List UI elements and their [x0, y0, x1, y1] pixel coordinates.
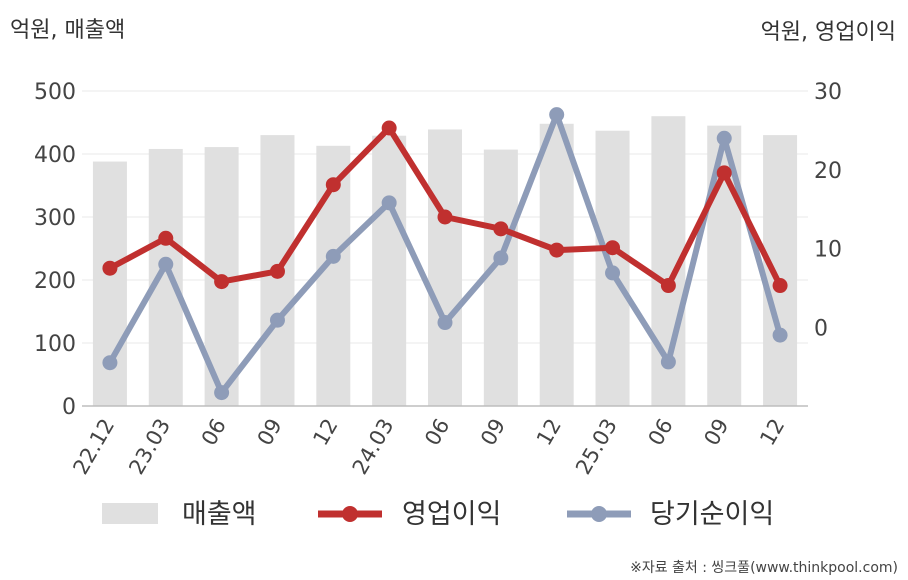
line-series	[102, 107, 788, 401]
operating-profit-point	[325, 177, 341, 193]
operating-profit-point	[214, 274, 230, 290]
operating-profit-point	[549, 242, 565, 258]
net-income-point	[381, 195, 397, 211]
legend-marker-net-income	[591, 506, 607, 522]
net-income-point	[716, 130, 732, 146]
legend-marker-operating-profit	[342, 506, 358, 522]
x-tick-label: 09	[699, 415, 733, 450]
revenue-bar	[428, 129, 462, 406]
x-tick-label: 12	[308, 415, 342, 450]
right-tick-label: 0	[814, 316, 828, 341]
revenue-bar	[539, 123, 574, 406]
revenue-bar	[763, 135, 798, 406]
left-axis-unit: 억원, 매출액	[10, 18, 125, 43]
right-tick-label: 10	[814, 238, 842, 263]
operating-profit-point	[493, 221, 509, 237]
x-tick-label: 24.03	[348, 415, 399, 479]
net-income-point	[325, 248, 341, 264]
operating-profit-point	[269, 263, 285, 279]
legend-label-revenue: 매출액	[182, 499, 257, 530]
left-tick-label: 300	[34, 206, 76, 231]
x-tick-label: 23.03	[124, 415, 175, 479]
operating-profit-point	[660, 278, 676, 294]
right-tick-label: 30	[814, 80, 842, 105]
left-tick-label: 100	[34, 332, 76, 357]
net-income-point	[772, 327, 788, 343]
operating-profit-point	[605, 240, 621, 256]
net-income-point	[493, 250, 509, 266]
left-tick-label: 200	[34, 269, 76, 294]
net-income-point	[549, 107, 565, 123]
net-income-point	[214, 385, 230, 401]
net-income-point	[437, 315, 453, 331]
legend-label-net-income: 당기순이익	[650, 499, 774, 530]
right-tick-label: 20	[814, 159, 842, 184]
legend: 매출액 영업이익 당기순이익	[102, 499, 774, 530]
operating-profit-point	[772, 278, 788, 294]
left-tick-label: 400	[34, 143, 76, 168]
net-income-point	[102, 355, 118, 371]
x-tick-label: 06	[197, 415, 231, 450]
net-income-point	[660, 354, 676, 370]
operating-profit-point	[158, 230, 174, 246]
x-tick-label: 12	[532, 415, 566, 450]
net-income-point	[605, 265, 621, 281]
operating-profit-point	[381, 120, 397, 136]
operating-profit-point	[102, 260, 118, 276]
revenue-bar	[148, 148, 183, 406]
x-tick-label: 22.12	[68, 415, 119, 479]
x-tick-label: 09	[253, 415, 287, 450]
revenue-bar	[372, 135, 407, 407]
legend-swatch-revenue	[102, 503, 158, 524]
operating-profit-point	[716, 165, 732, 181]
source-text: ※자료 출처 : 씽크풀(www.thinkpool.com)	[630, 560, 898, 576]
left-tick-label: 500	[34, 80, 76, 105]
x-tick-label: 25.03	[571, 415, 622, 479]
net-income-point	[269, 312, 285, 328]
left-tick-label: 0	[62, 395, 76, 420]
operating-profit-point	[437, 209, 453, 225]
revenue-bar	[483, 149, 518, 406]
x-tick-label: 09	[476, 415, 510, 450]
net-income-point	[158, 256, 174, 272]
legend-label-operating-profit: 영업이익	[402, 499, 501, 530]
x-tick-label: 12	[755, 415, 789, 450]
right-axis-unit: 억원, 영업이익	[761, 20, 896, 45]
x-tick-label: 06	[420, 415, 454, 450]
x-tick-label: 06	[644, 415, 678, 450]
